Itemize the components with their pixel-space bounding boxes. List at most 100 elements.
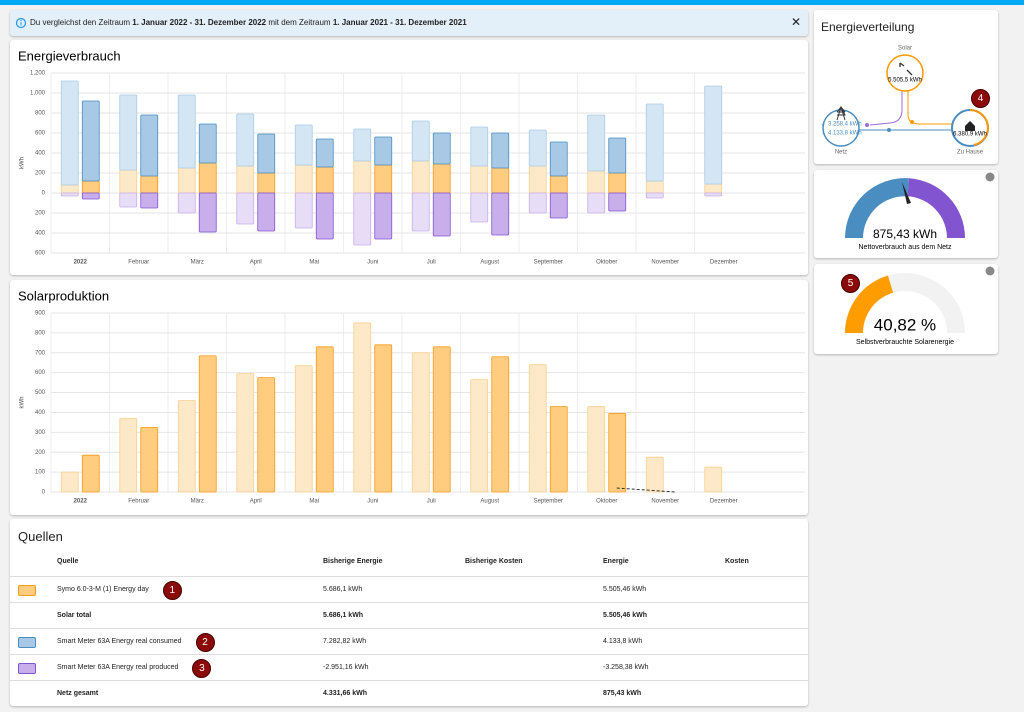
table-cell: -3.258,38 kWh [603,655,649,681]
bar-segment [294,164,313,194]
bar-segment [704,85,723,185]
flow-dot [887,128,891,132]
solar-node [886,54,924,92]
bar-segment [587,170,606,194]
flow-dot [865,123,869,127]
bar-segment [353,128,372,162]
bar-segment [608,172,627,194]
bar-segment [315,192,334,240]
bar-segment [432,132,451,165]
x-tick-label: Oktober [596,260,617,266]
bar-segment [411,192,430,232]
sources-card: Quellen Quelle Bisherige Energie Bisherige… [10,519,808,706]
bar-segment [81,454,100,493]
cell-text: Symo 6.0-3-M (1) Energy day [57,586,149,593]
flow-dot [910,120,914,124]
bar-segment [294,192,313,229]
y-tick-label: 200 [35,211,46,217]
bar-segment [549,175,568,194]
node-label: Netz [835,150,847,156]
x-tick-label: Dezember [710,260,738,266]
bar-segment [353,192,372,246]
annotation-badge: 4 [971,89,990,108]
banner-period: 1. Januar 2022 - 31. Dezember 2022 [132,18,267,27]
solar-card: Solarproduktion kWh 2022 Februar März April Ma… [10,280,808,515]
annotation-badge: 1 [162,580,182,600]
y-axis-label: kWh [20,157,26,169]
info-icon [985,266,995,276]
bar-segment [411,120,430,162]
home-icon [965,121,975,131]
y-tick-label: 1,200 [30,71,46,77]
bar-segment [177,167,196,194]
bar-segment [81,192,100,200]
bar-segment [374,344,393,493]
x-tick-label: 2022 [74,499,88,505]
bar-segment [140,426,159,493]
bar-segment [704,183,723,194]
y-tick-label: 100 [35,470,46,476]
color-swatch [18,637,36,648]
bar-segment [294,124,313,166]
y-tick-label: 400 [35,231,46,237]
bar-segment [60,80,79,186]
banner-period: 1. Januar 2021 - 31. Dezember 2021 [332,18,467,27]
bar-segment [549,141,568,177]
bar-segment [645,192,664,199]
column-header: Bisherige Kosten [465,558,523,565]
y-tick-label: 900 [35,311,46,317]
bar-segment [411,352,430,493]
solar-icon [899,62,913,76]
gauge-arc-produced [907,178,965,238]
bar-segment [257,172,276,194]
node-value: → 4.133,8 kWh [820,131,861,137]
table-cell: 5.686,1 kWh [323,577,362,603]
bar-segment [645,456,664,493]
flow-line [869,91,903,126]
table-cell: Solar total [57,603,91,629]
solar-gauge-card: 40,82 % Selbstverbrauchte Solarenergie 5 [814,264,998,354]
bar-segment [549,192,568,219]
color-swatch [18,585,36,596]
close-button[interactable]: ✕ [791,15,802,29]
color-swatch [18,663,36,674]
flow-diagram: Solar 5.505,5 kWh ← 3.258,4 kWh → 4.133,… [820,46,990,156]
node-label: Zu Hause [957,150,984,156]
table-cell: Smart Meter 63A Energy real consumed 2 [57,629,215,655]
table-cell: 4.133,8 kWh [603,629,642,655]
table-cell: Smart Meter 63A Energy real produced 3 [57,655,212,681]
bar-segment [119,169,138,194]
annotation-badge: 5 [841,274,860,293]
y-tick-label: 700 [35,350,46,356]
x-tick-label: Mai [309,260,319,266]
table-cell: Netz gesamt [57,681,98,707]
y-tick-label: 600 [35,251,46,257]
bar-segment [198,355,217,493]
bar-segment [236,373,255,493]
distribution-card: Energieverteilung Solar 5.505,5 kWh ← 3.… [814,10,998,164]
bar-segment [491,167,510,194]
bar-segment [60,471,79,493]
y-tick-label: 800 [35,330,46,336]
cell-text: 5.686,1 kWh [323,612,364,619]
x-tick-label: Juni [367,499,378,505]
bar-segment [177,94,196,169]
x-tick-label: August [480,499,499,505]
bar-segment [236,165,255,194]
x-tick-label: Juli [427,499,436,505]
banner-text-part: Du vergleichst den Zeitraum [30,18,133,27]
home-node-ring [969,109,990,146]
y-tick-label: 1,000 [30,91,46,97]
table-cell: 4.331,66 kWh [323,681,367,707]
table-cell: 7.282,82 kWh [323,629,366,655]
banner-text: Du vergleichst den Zeitraum 1. Januar 20… [30,18,467,27]
x-tick-label: Mai [309,499,319,505]
info-banner: Du vergleichst den Zeitraum 1. Januar 20… [10,10,808,36]
cell-text: 5.505,46 kWh [603,586,647,593]
gauge-arc-consumed [845,178,909,238]
bar-segment [236,113,255,167]
bar-segment [119,192,138,208]
bar-segment [587,114,606,172]
y-axis-label: kWh [20,397,26,409]
